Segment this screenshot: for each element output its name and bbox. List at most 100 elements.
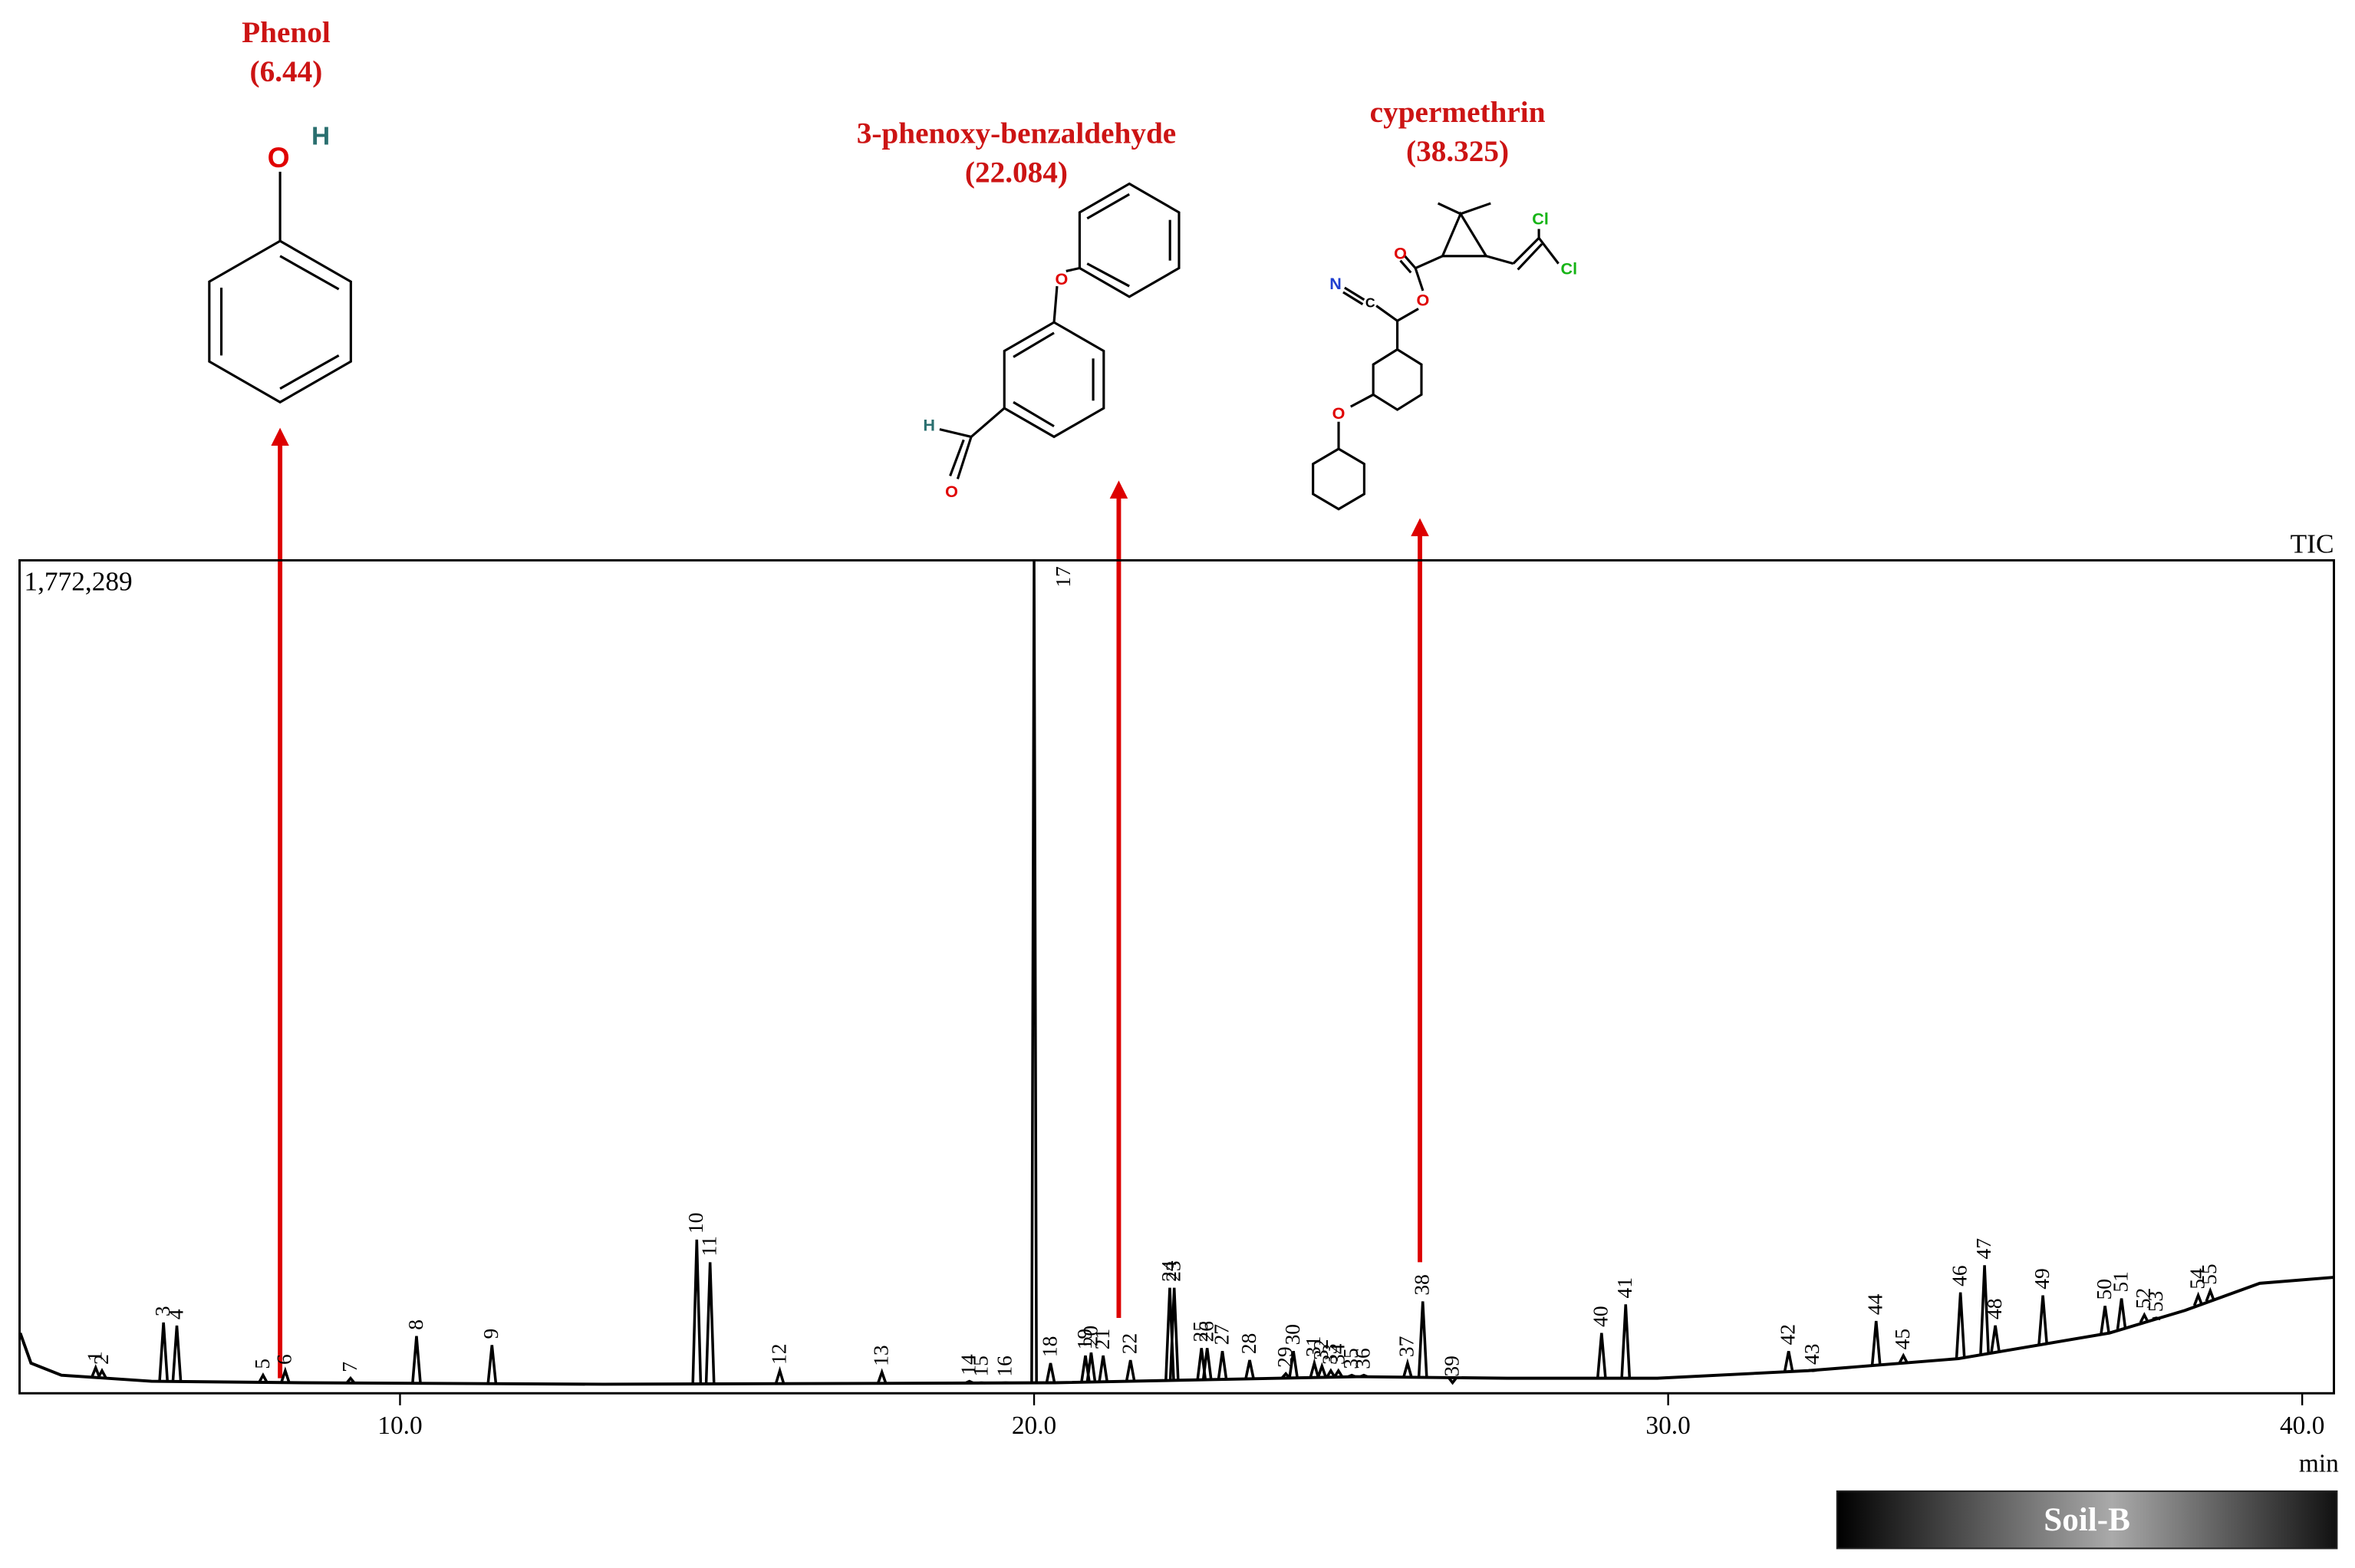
peak	[1417, 1301, 1428, 1378]
peak	[345, 1375, 356, 1384]
compound-name: 3-phenoxy-benzaldehyde	[857, 117, 1176, 150]
peak	[1979, 1265, 1990, 1355]
peak-label: 17	[1052, 566, 1075, 587]
trace-name: TIC	[2291, 529, 2334, 559]
compound-rt: (38.325)	[1406, 135, 1509, 168]
peak-label: 4	[164, 1309, 187, 1319]
peak	[1316, 1362, 1328, 1379]
atom-label: O	[945, 482, 958, 501]
peak-label: 40	[1589, 1306, 1612, 1326]
peak	[1333, 1368, 1344, 1379]
y-tick-label: 1,772,289	[24, 567, 132, 597]
peak	[1085, 1352, 1097, 1382]
peak	[2100, 1306, 2110, 1334]
atom-label: H	[923, 416, 935, 435]
atom-label: O	[1417, 291, 1430, 310]
peak	[1783, 1350, 1794, 1372]
peak-label: 31	[1302, 1336, 1325, 1357]
peak	[1359, 1373, 1369, 1379]
peak	[2037, 1295, 2048, 1345]
x-tick-label: 40.0	[2280, 1412, 2324, 1440]
peak-label: 36	[1352, 1348, 1375, 1369]
peak-label: 41	[1613, 1277, 1636, 1298]
atom-label: O	[1332, 404, 1345, 423]
peak-label: 39	[1440, 1356, 1463, 1376]
plot-frame	[18, 558, 2335, 1395]
peak	[280, 1366, 291, 1383]
peak-label: 48	[1983, 1299, 2006, 1319]
peak	[1347, 1373, 1356, 1379]
peak-label: 53	[2144, 1291, 2167, 1312]
peak	[1125, 1359, 1136, 1382]
peak	[1309, 1358, 1320, 1379]
peak	[2116, 1298, 2127, 1330]
peak-label: 32	[1309, 1339, 1332, 1360]
peak-label: 11	[698, 1236, 721, 1256]
peak-label: 46	[1948, 1265, 1971, 1286]
peak	[1620, 1304, 1632, 1379]
atom-label: C	[1365, 295, 1375, 311]
sample-badge	[1836, 1490, 2338, 1550]
peak	[2205, 1286, 2216, 1302]
atom-label: Cl	[1561, 259, 1578, 278]
peak	[1244, 1359, 1255, 1379]
peak-label: 38	[1411, 1274, 1434, 1295]
peak-label: 47	[1972, 1238, 1995, 1259]
peak-label: 55	[2198, 1263, 2221, 1284]
peak-label: 49	[2031, 1268, 2054, 1289]
peak	[258, 1372, 268, 1383]
peak	[1098, 1355, 1108, 1382]
peak	[1448, 1376, 1458, 1385]
phenol-structure	[208, 171, 352, 404]
peak	[1808, 1369, 1817, 1372]
peak	[876, 1368, 888, 1384]
peak	[171, 1325, 183, 1382]
peak-label: 22	[1118, 1333, 1141, 1354]
peak	[486, 1345, 498, 1384]
peak-label: 50	[2093, 1279, 2116, 1300]
peak-label: 27	[1210, 1324, 1233, 1345]
peak-label: 3	[151, 1306, 174, 1316]
peak-label: 26	[1195, 1321, 1218, 1342]
peak	[1030, 560, 1038, 1383]
peak	[1288, 1351, 1299, 1379]
atom-label: Cl	[1532, 209, 1549, 229]
atom-label: N	[1329, 274, 1342, 293]
peak-label: 13	[870, 1345, 893, 1365]
x-tick-label: 10.0	[377, 1412, 422, 1440]
peak-label: 43	[1800, 1343, 1823, 1364]
peak-label: 25	[1189, 1321, 1212, 1342]
peak-label: 2	[90, 1354, 113, 1365]
peak	[691, 1239, 703, 1385]
peak-label: 9	[479, 1329, 502, 1339]
peak-label: 19	[1073, 1329, 1096, 1349]
peak-label: 51	[2109, 1271, 2132, 1292]
peak-label: 16	[993, 1356, 1016, 1376]
compound-name: cypermethrin	[1370, 96, 1546, 129]
peak-label: 23	[1162, 1260, 1185, 1281]
atom-label: H	[311, 122, 330, 150]
compound-name: Phenol	[242, 16, 331, 49]
peak	[1955, 1292, 1966, 1359]
peak	[1596, 1332, 1607, 1379]
benzaldehyde-structure	[939, 182, 1181, 479]
peak	[2152, 1316, 2161, 1321]
peak	[964, 1379, 974, 1385]
peak-label: 44	[1864, 1293, 1887, 1315]
peak-label: 54	[2185, 1268, 2208, 1290]
peak	[1990, 1325, 2001, 1353]
peak-label: 6	[273, 1354, 296, 1365]
peak-label: 30	[1281, 1324, 1304, 1345]
peak	[1164, 1287, 1175, 1381]
peak-label: 1	[84, 1351, 107, 1362]
peak-label: 28	[1237, 1333, 1260, 1354]
peak-label: 18	[1038, 1336, 1061, 1357]
peak-label: 14	[957, 1354, 980, 1375]
atom-label: O	[1394, 244, 1407, 263]
plot-area: 10.0 20.0 30.0 40.01,772,289123456789101112…	[18, 559, 2334, 1440]
peak-label: 24	[1158, 1260, 1181, 1282]
x-axis-label: min	[2299, 1449, 2339, 1477]
peak-label: 8	[404, 1319, 427, 1330]
sample-label: Soil-B	[2044, 1502, 2130, 1538]
